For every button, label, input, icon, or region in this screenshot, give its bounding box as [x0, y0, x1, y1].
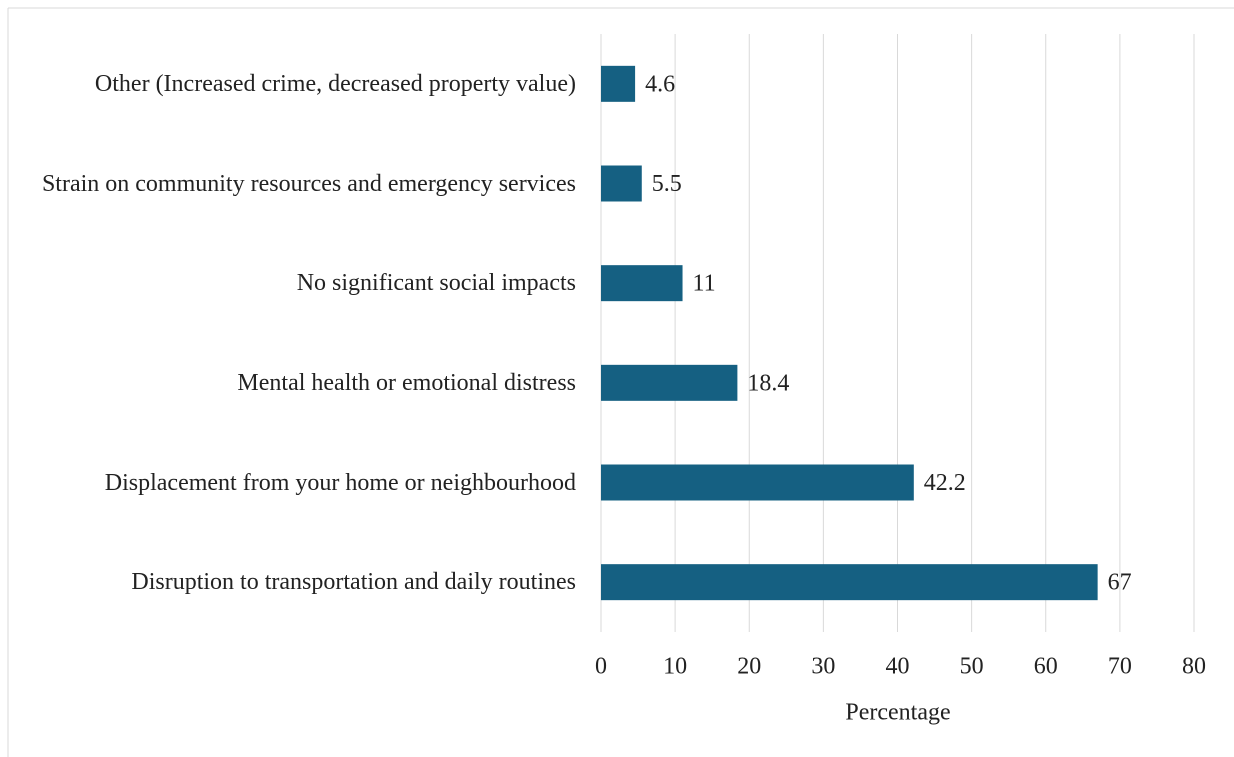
bar [601, 165, 642, 202]
x-axis-title: Percentage [845, 700, 950, 726]
data-label: 11 [693, 271, 716, 297]
data-label: 4.6 [645, 71, 675, 97]
data-label: 5.5 [652, 171, 682, 197]
data-label: 18.4 [747, 370, 789, 396]
category-label: Strain on community resources and emerge… [41, 170, 576, 197]
bar [601, 364, 738, 401]
bar [601, 564, 1098, 601]
category-label: No significant social impacts [296, 270, 576, 297]
data-label: 42.2 [924, 470, 966, 496]
x-tick-label: 10 [663, 654, 687, 680]
x-tick-label: 20 [737, 654, 761, 680]
bar [601, 265, 683, 302]
category-label: Displacement from your home or neighbour… [104, 469, 576, 496]
bar [601, 464, 914, 501]
x-tick-label: 0 [595, 654, 607, 680]
x-tick-label: 40 [886, 654, 910, 680]
x-tick-label: 80 [1182, 654, 1206, 680]
data-label: 67 [1108, 570, 1132, 596]
x-tick-label: 50 [960, 654, 984, 680]
category-label: Mental health or emotional distress [237, 369, 576, 396]
x-tick-label: 70 [1108, 654, 1132, 680]
bar [601, 65, 636, 102]
category-label: Disruption to transportation and daily r… [131, 569, 576, 596]
x-tick-label: 30 [811, 654, 835, 680]
category-label: Other (Increased crime, decreased proper… [94, 70, 576, 97]
x-tick-label: 60 [1034, 654, 1058, 680]
